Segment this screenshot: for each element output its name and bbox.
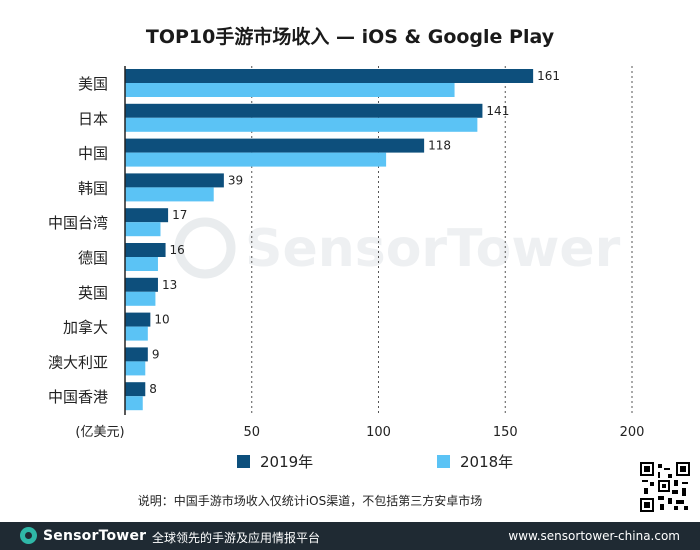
- bar-2019-8: [125, 347, 148, 362]
- x-tick-label-150: 150: [493, 425, 518, 440]
- bar-2018-3: [125, 187, 214, 202]
- data-label-2019-3: 39: [228, 173, 243, 187]
- footer-logo: SensorTower: [20, 527, 146, 544]
- bar-2018-4: [125, 222, 161, 237]
- category-label-8: 澳大利亚: [48, 353, 108, 371]
- bar-2019-1: [125, 103, 483, 118]
- bar-2018-0: [125, 83, 455, 97]
- category-label-1: 日本: [78, 110, 108, 128]
- category-label-4: 中国台湾: [48, 214, 108, 232]
- category-label-9: 中国香港: [48, 388, 108, 406]
- bar-2018-5: [125, 257, 158, 271]
- data-label-2019-2: 118: [428, 139, 451, 153]
- bar-2019-0: [125, 69, 534, 83]
- qr-code-icon: [640, 462, 690, 512]
- legend-item-2019: 2019年: [237, 452, 314, 471]
- category-label-0: 美国: [78, 75, 108, 93]
- bar-2019-9: [125, 382, 146, 397]
- footer-url: www.sensortower-china.com: [508, 529, 680, 543]
- legend-item-2018: 2018年: [437, 452, 514, 471]
- bar-2019-4: [125, 208, 169, 223]
- bar-2018-9: [125, 396, 143, 411]
- x-axis-label: (亿美元): [75, 425, 124, 440]
- legend-swatch-2019: [237, 454, 250, 468]
- bar-2018-2: [125, 152, 387, 167]
- bar-2019-2: [125, 138, 425, 153]
- sensor-tower-logo-icon: [20, 527, 37, 544]
- data-label-2019-4: 17: [172, 208, 187, 222]
- bar-2019-5: [125, 243, 166, 257]
- bar-2019-6: [125, 277, 158, 292]
- watermark: SensorTower: [174, 217, 621, 279]
- x-tick-label-100: 100: [366, 425, 391, 440]
- data-label-2019-0: 161: [537, 69, 560, 83]
- bar-2018-7: [125, 326, 148, 341]
- bar-2018-1: [125, 117, 478, 132]
- category-label-7: 加拿大: [63, 319, 108, 337]
- x-tick-label-50: 50: [243, 425, 260, 440]
- footnote: 说明：中国手游市场收入仅统计iOS渠道，不包括第三方安卓市场: [137, 494, 483, 508]
- category-label-2: 中国: [78, 145, 108, 163]
- x-tick-label-200: 200: [620, 425, 645, 440]
- data-label-2019-5: 16: [170, 243, 185, 257]
- bar-2018-8: [125, 361, 146, 376]
- watermark-logo-icon: [174, 217, 236, 279]
- data-label-2019-7: 10: [154, 313, 169, 327]
- bar-2019-7: [125, 312, 151, 327]
- footer-bar: SensorTower 全球领先的手游及应用情报平台 www.sensortow…: [0, 522, 700, 550]
- data-label-2019-9: 8: [149, 382, 157, 396]
- legend-swatch-2018: [437, 454, 450, 468]
- footer-brand: SensorTower: [43, 527, 147, 544]
- data-label-2019-6: 13: [162, 278, 177, 292]
- watermark-text: SensorTower: [245, 219, 621, 279]
- legend-label-2019: 2019年: [260, 452, 314, 471]
- chart-title: TOP10手游市场收入 — iOS & Google Play: [145, 26, 555, 48]
- bar-2019-3: [125, 173, 224, 188]
- category-label-3: 韩国: [78, 179, 108, 197]
- category-label-6: 英国: [78, 284, 108, 302]
- data-label-2019-1: 141: [486, 104, 509, 118]
- bar-2018-6: [125, 291, 156, 306]
- footer-slogan: 全球领先的手游及应用情报平台: [152, 531, 321, 545]
- legend-label-2018: 2018年: [460, 452, 514, 471]
- data-label-2019-8: 9: [152, 347, 160, 361]
- category-label-5: 德国: [78, 249, 108, 267]
